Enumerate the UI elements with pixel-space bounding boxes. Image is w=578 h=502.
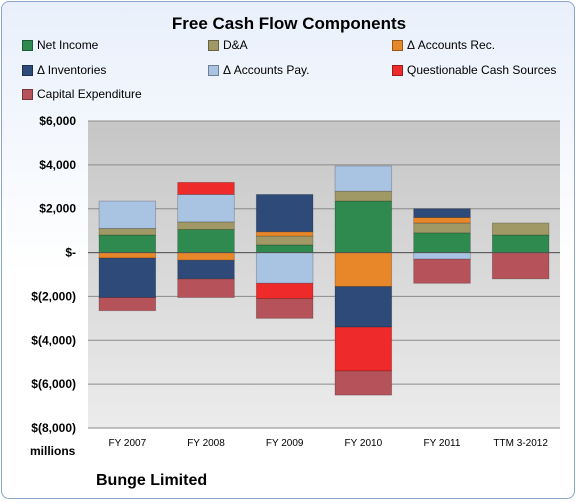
bar-segment [98,228,157,236]
x-tick-label: FY 2008 [187,438,225,449]
legend-item: D&A [208,38,248,52]
bar-segment [413,222,471,234]
x-tick-label: FY 2007 [109,438,147,449]
bar-segment [334,200,393,253]
y-tick-label: $6,000 [39,114,76,128]
y-tick-label: $(2,000) [31,289,76,303]
bar-segment [177,252,235,261]
legend-swatch [208,64,219,76]
bar-segment [255,298,314,319]
bar-segment [177,181,235,195]
bar-segment [255,194,314,233]
chart-title: Free Cash Flow Components [171,14,407,33]
x-tick-label: FY 2010 [345,438,383,449]
legend-swatch [22,39,33,51]
legend-label: Δ Accounts Pay. [223,63,310,77]
bar-segment [413,252,471,260]
legend-label: Questionable Cash Sources [407,63,557,77]
legend-swatch [22,64,33,76]
bar-segment [255,282,314,300]
y-tick-label: $4,000 [39,158,76,172]
bar-segment [334,165,393,192]
x-tick-label: FY 2011 [424,438,461,449]
bar-segment [413,208,471,218]
bar-segment [177,259,235,280]
x-tick-label: TTM 3-2012 [493,438,548,449]
bar-segment [255,252,314,284]
legend-label: Δ Accounts Rec. [407,38,496,52]
bar-segment [491,234,550,253]
legend-swatch [22,88,33,100]
legend-swatch [392,39,403,51]
y-tick-label: $2,000 [39,202,76,216]
legend-label: Net Income [37,38,99,52]
legend-label: D&A [223,38,248,52]
legend-item: Δ Accounts Pay. [208,63,310,77]
bar-segment [491,222,550,236]
bar-segment [334,190,393,202]
bar-segment [491,252,550,280]
x-tick-label: FY 2009 [266,438,304,449]
legend-label: Capital Expenditure [37,87,142,101]
bar-segment [413,258,471,284]
unit-label: millions [30,444,76,458]
legend-item: Capital Expenditure [22,87,142,101]
bar-segment [98,257,157,298]
legend-item: Δ Accounts Rec. [392,38,495,52]
bar-segment [177,278,235,298]
legend-item: Net Income [22,38,98,52]
legend-item: Δ Inventories [22,63,106,77]
bar-segment [413,217,471,224]
company-name: Bunge Limited [96,472,208,489]
bar-segment [413,232,471,253]
y-tick-label: $(6,000) [31,377,76,391]
bar-segment [98,297,157,312]
y-tick-label: $- [65,246,76,260]
bar-segment [334,370,393,396]
bar-segment [334,326,393,372]
bar-segment [255,244,314,253]
legend-label: Δ Inventories [37,63,107,77]
bar-segment [177,229,235,253]
bar-segment [98,200,157,229]
bar-segment [177,194,235,223]
legend-item: Questionable Cash Sources [392,63,556,77]
y-tick-label: $(8,000) [31,421,76,435]
legend-swatch [392,64,403,76]
bar-segment [98,252,157,259]
plot-area [88,121,560,428]
bar-segment [334,286,393,328]
bar-segment [255,231,314,237]
bar-segment [98,234,157,253]
bar-segment [177,221,235,230]
y-tick-label: $(4,000) [31,333,76,347]
legend-swatch [208,39,219,51]
bar-segment [334,252,393,287]
bar-segment [255,235,314,246]
